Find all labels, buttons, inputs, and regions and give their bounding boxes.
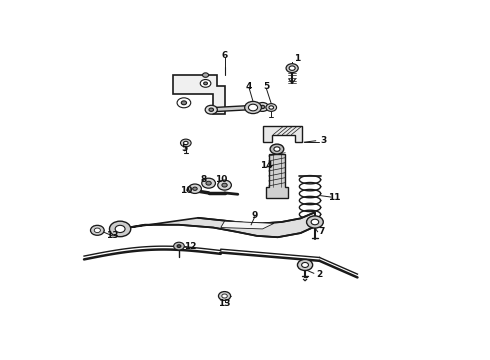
Text: 2: 2 <box>317 270 322 279</box>
Polygon shape <box>173 75 224 114</box>
Circle shape <box>206 181 211 185</box>
Polygon shape <box>120 212 316 237</box>
Polygon shape <box>220 221 274 229</box>
Text: 3: 3 <box>320 136 326 145</box>
Circle shape <box>202 73 209 77</box>
Circle shape <box>270 144 284 154</box>
Circle shape <box>180 139 191 147</box>
Circle shape <box>202 178 216 188</box>
Text: 7: 7 <box>318 227 324 236</box>
Circle shape <box>193 187 197 190</box>
Circle shape <box>173 242 184 250</box>
Text: 5: 5 <box>181 144 188 153</box>
Circle shape <box>94 228 100 233</box>
Circle shape <box>274 147 280 151</box>
Circle shape <box>245 102 261 114</box>
Text: 12: 12 <box>184 242 196 251</box>
Text: 4: 4 <box>246 82 252 91</box>
Text: 5: 5 <box>263 82 270 91</box>
Circle shape <box>260 105 265 109</box>
Circle shape <box>177 245 181 247</box>
Text: 1: 1 <box>294 54 300 63</box>
Circle shape <box>286 64 298 73</box>
Circle shape <box>218 180 231 190</box>
Text: 14: 14 <box>260 161 272 170</box>
Text: 13: 13 <box>218 299 231 308</box>
Circle shape <box>222 294 227 298</box>
Circle shape <box>177 98 191 108</box>
Text: 6: 6 <box>221 51 228 60</box>
Circle shape <box>222 183 227 187</box>
Circle shape <box>256 103 269 111</box>
Circle shape <box>204 82 207 85</box>
Circle shape <box>302 262 309 267</box>
Circle shape <box>248 104 258 111</box>
Text: 10: 10 <box>215 175 227 184</box>
Circle shape <box>289 66 295 70</box>
Text: 13: 13 <box>106 231 119 240</box>
Circle shape <box>219 292 231 301</box>
Circle shape <box>209 108 214 111</box>
Circle shape <box>115 225 125 233</box>
Polygon shape <box>263 126 302 141</box>
Circle shape <box>109 221 131 237</box>
Circle shape <box>269 106 273 109</box>
Circle shape <box>266 104 276 111</box>
Polygon shape <box>266 154 288 198</box>
Circle shape <box>311 219 318 225</box>
Circle shape <box>184 141 188 145</box>
Circle shape <box>200 80 211 87</box>
Text: 10: 10 <box>180 186 193 195</box>
Text: 11: 11 <box>328 193 341 202</box>
Circle shape <box>307 216 323 228</box>
Text: 9: 9 <box>252 211 258 220</box>
Text: 8: 8 <box>200 175 207 184</box>
Circle shape <box>91 225 104 235</box>
Circle shape <box>189 184 201 193</box>
Circle shape <box>297 260 313 270</box>
Circle shape <box>205 105 218 114</box>
Circle shape <box>181 101 187 105</box>
